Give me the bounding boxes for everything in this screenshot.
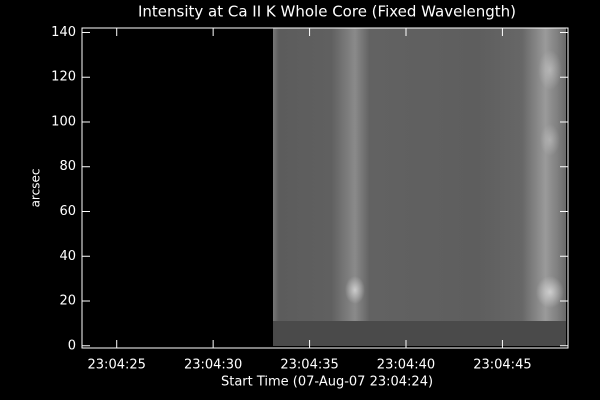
y-tick-label: 120 xyxy=(51,70,76,85)
x-tick-label: 23:04:25 xyxy=(88,358,146,373)
y-axis-label: arcsec xyxy=(29,169,43,208)
intensity-image xyxy=(273,28,566,346)
x-tick-label: 23:04:35 xyxy=(280,358,338,373)
chart-title: Intensity at Ca II K Whole Core (Fixed W… xyxy=(138,3,516,21)
x-tick-label: 23:04:30 xyxy=(184,358,242,373)
plot-frame xyxy=(81,27,569,349)
y-tick-label: 140 xyxy=(51,25,76,40)
y-tick-label: 40 xyxy=(59,249,76,264)
y-tick-label: 80 xyxy=(59,159,76,174)
y-tick-label: 20 xyxy=(59,294,76,309)
x-tick-label: 23:04:40 xyxy=(377,358,435,373)
x-axis-label: Start Time (07-Aug-07 23:04:24) xyxy=(221,375,433,390)
y-tick-label: 100 xyxy=(51,114,76,129)
y-tick-label: 60 xyxy=(59,204,76,219)
y-tick-label: 0 xyxy=(68,338,76,353)
x-tick-label: 23:04:45 xyxy=(473,358,531,373)
